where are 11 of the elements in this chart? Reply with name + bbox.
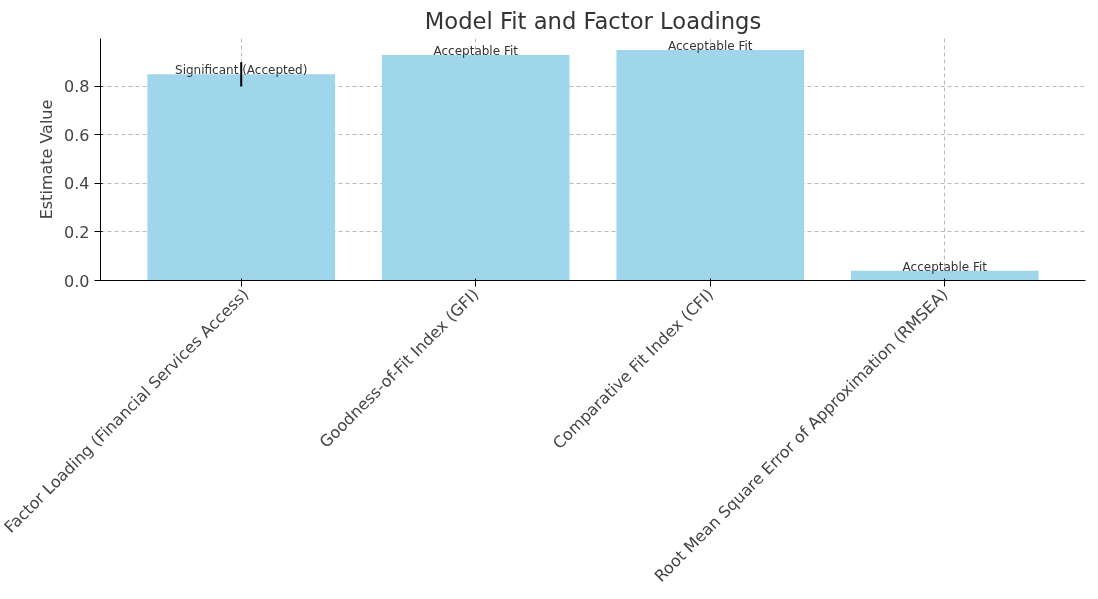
annotation: Significant (Accepted) xyxy=(175,63,308,78)
y-tick-label: 0.6 xyxy=(64,125,90,145)
y-tick-label: 0.4 xyxy=(64,174,90,194)
annotation: Acceptable Fit xyxy=(668,39,753,54)
chart-title: Model Fit and Factor Loadings xyxy=(424,7,762,34)
annotation: Acceptable Fit xyxy=(433,43,519,58)
y-tick-label: 0.2 xyxy=(64,222,90,242)
y-tick-label: 0.0 xyxy=(64,271,90,291)
annotation: Acceptable Fit xyxy=(902,259,988,274)
y-axis-title: Estimate Value xyxy=(37,99,57,220)
y-tick-label: 0.8 xyxy=(64,77,90,97)
